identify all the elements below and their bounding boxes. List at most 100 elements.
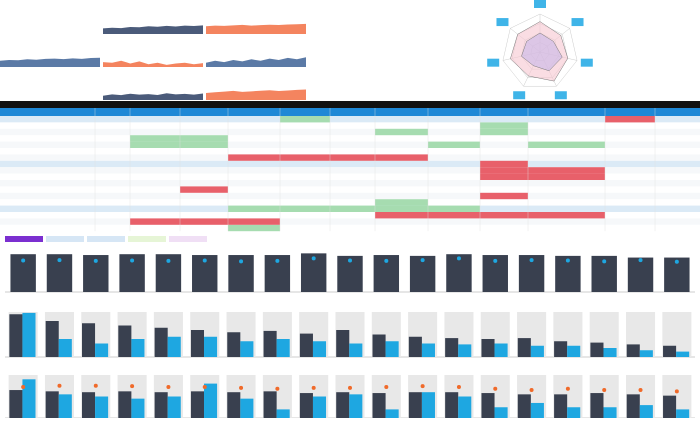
bar <box>626 394 640 418</box>
bar <box>494 407 508 418</box>
cell-good <box>228 205 280 212</box>
table-row <box>0 148 700 155</box>
marker <box>202 385 207 390</box>
kpi-sparkline <box>206 89 306 100</box>
cell-bad <box>528 173 605 180</box>
cell-bad <box>480 212 528 219</box>
cell-bad <box>130 218 180 225</box>
marker <box>93 383 98 388</box>
bar <box>263 391 277 418</box>
kpi-sparkline <box>0 57 100 67</box>
bar <box>227 332 241 357</box>
marker <box>275 258 280 263</box>
bar <box>22 379 36 418</box>
bar <box>204 336 218 357</box>
bar <box>530 402 544 418</box>
marker <box>239 385 244 390</box>
cell-good <box>280 205 330 212</box>
marker <box>130 258 135 263</box>
bar <box>408 336 422 357</box>
bar <box>95 396 109 418</box>
bar <box>627 257 654 292</box>
table-row <box>0 224 700 232</box>
filter-button[interactable] <box>5 236 43 242</box>
cell-bad <box>228 218 280 225</box>
bar <box>639 405 653 418</box>
marker <box>493 258 498 263</box>
bar <box>336 392 350 418</box>
marker <box>57 258 62 263</box>
radar-callout <box>580 58 593 67</box>
cell-bad <box>480 160 528 168</box>
kpi-sparkline <box>206 57 306 67</box>
bar <box>603 407 617 418</box>
filter-button[interactable] <box>87 236 125 242</box>
kpi-card <box>0 3 100 34</box>
table-row <box>0 218 700 225</box>
marker <box>674 259 679 264</box>
radar-grid <box>502 13 578 87</box>
bar <box>118 325 132 357</box>
bar <box>567 407 581 418</box>
bar <box>530 345 544 357</box>
bar <box>567 345 581 357</box>
bar <box>408 392 422 418</box>
table-row <box>0 135 700 142</box>
marker <box>456 256 461 261</box>
bar <box>131 339 145 357</box>
cell-good <box>480 122 528 129</box>
bar <box>385 341 399 357</box>
bar <box>131 398 145 418</box>
bar <box>299 393 313 418</box>
bar <box>421 392 435 418</box>
bar <box>676 409 690 418</box>
bar <box>445 392 459 418</box>
table-row <box>0 173 700 180</box>
bar <box>204 383 218 418</box>
bar <box>554 341 568 357</box>
cell-good <box>428 141 480 148</box>
bar <box>445 338 459 357</box>
marker <box>565 386 570 391</box>
bar <box>312 396 327 418</box>
bar <box>154 327 168 357</box>
cell-bad <box>330 154 375 161</box>
marker <box>602 388 607 393</box>
cell-bad <box>528 212 605 219</box>
marker <box>275 386 280 391</box>
filter-button[interactable] <box>128 236 166 242</box>
bar <box>676 351 690 357</box>
radar-series <box>521 32 563 72</box>
kpi-sparkline <box>206 23 306 34</box>
filter-button[interactable] <box>169 236 207 242</box>
bar <box>336 330 350 357</box>
bar <box>58 339 72 357</box>
marker <box>420 258 425 263</box>
radar-callout <box>571 18 584 27</box>
bar <box>372 393 386 418</box>
bar <box>590 393 604 418</box>
cell-good <box>528 141 605 148</box>
radar-callout <box>534 0 546 8</box>
cell-bad <box>180 218 228 225</box>
marker <box>311 256 316 261</box>
bar <box>385 409 399 418</box>
bar <box>45 321 59 357</box>
bar <box>494 343 508 357</box>
bar <box>349 394 363 418</box>
cell-good <box>375 128 428 136</box>
bar <box>663 395 677 418</box>
marker <box>602 259 607 264</box>
filter-button[interactable] <box>46 236 84 242</box>
marker <box>348 385 352 390</box>
bar <box>458 396 472 418</box>
cell-bad <box>528 167 605 174</box>
marker <box>348 258 352 263</box>
bar <box>639 350 653 357</box>
marker <box>384 258 389 263</box>
bar <box>626 344 640 357</box>
cell-bad <box>375 212 428 219</box>
bar <box>276 409 290 418</box>
cell-bad <box>480 167 528 174</box>
radar-callout <box>554 91 567 100</box>
